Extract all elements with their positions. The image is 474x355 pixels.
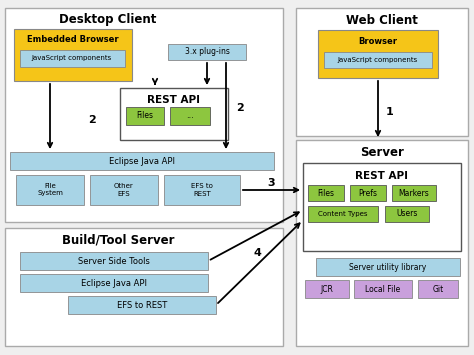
Text: EFS to REST: EFS to REST [117, 300, 167, 310]
Text: Content Types: Content Types [318, 211, 368, 217]
Text: JavaScript components: JavaScript components [32, 55, 112, 61]
Bar [5, 228, 283, 346]
Text: 2: 2 [88, 115, 96, 125]
Text: 3.x plug-ins: 3.x plug-ins [184, 48, 229, 56]
Text: 4: 4 [253, 248, 261, 258]
Bar [308, 185, 344, 201]
Bar [303, 163, 461, 251]
Bar [68, 296, 216, 314]
Bar [164, 175, 240, 205]
Text: Git: Git [432, 284, 444, 294]
Text: REST API: REST API [356, 171, 409, 181]
Bar [350, 185, 386, 201]
Text: Eclipse Java API: Eclipse Java API [109, 157, 175, 165]
Text: Other
EFS: Other EFS [114, 184, 134, 197]
Text: REST API: REST API [147, 95, 201, 105]
Text: Web Client: Web Client [346, 13, 418, 27]
Bar [170, 107, 210, 125]
Bar [385, 206, 429, 222]
Text: 3: 3 [267, 178, 275, 188]
Text: Markers: Markers [399, 189, 429, 197]
Bar [14, 29, 132, 81]
Text: Server Side Tools: Server Side Tools [78, 257, 150, 266]
Text: Embedded Browser: Embedded Browser [27, 36, 119, 44]
Bar [126, 107, 164, 125]
Text: EFS to
REST: EFS to REST [191, 184, 213, 197]
Bar [354, 280, 412, 298]
Bar [5, 8, 283, 222]
Bar [318, 30, 438, 78]
Bar [418, 280, 458, 298]
Bar [10, 152, 274, 170]
Text: File
System: File System [37, 184, 63, 197]
Text: Server: Server [360, 146, 404, 158]
Bar [16, 175, 84, 205]
Text: Desktop Client: Desktop Client [59, 13, 157, 27]
Bar [296, 140, 468, 346]
Bar [20, 50, 125, 67]
Bar [316, 258, 460, 276]
Text: Files: Files [318, 189, 335, 197]
Text: Users: Users [396, 209, 418, 218]
Text: ...: ... [186, 111, 194, 120]
Text: 1: 1 [386, 107, 394, 117]
Text: Server utility library: Server utility library [349, 262, 427, 272]
Bar [90, 175, 158, 205]
Text: Build/Tool Server: Build/Tool Server [62, 234, 174, 246]
Bar [120, 88, 228, 140]
Bar [324, 52, 432, 68]
Bar [308, 206, 378, 222]
Text: 2: 2 [236, 103, 244, 113]
Text: Prefs: Prefs [358, 189, 377, 197]
Bar [168, 44, 246, 60]
Text: JavaScript components: JavaScript components [338, 57, 418, 63]
Bar [296, 8, 468, 136]
Bar [392, 185, 436, 201]
Text: Files: Files [137, 111, 154, 120]
Bar [20, 274, 208, 292]
Text: Local File: Local File [365, 284, 401, 294]
Bar [20, 252, 208, 270]
Bar [305, 280, 349, 298]
Text: Browser: Browser [358, 38, 398, 47]
Text: JCR: JCR [320, 284, 333, 294]
Text: Eclipse Java API: Eclipse Java API [81, 279, 147, 288]
